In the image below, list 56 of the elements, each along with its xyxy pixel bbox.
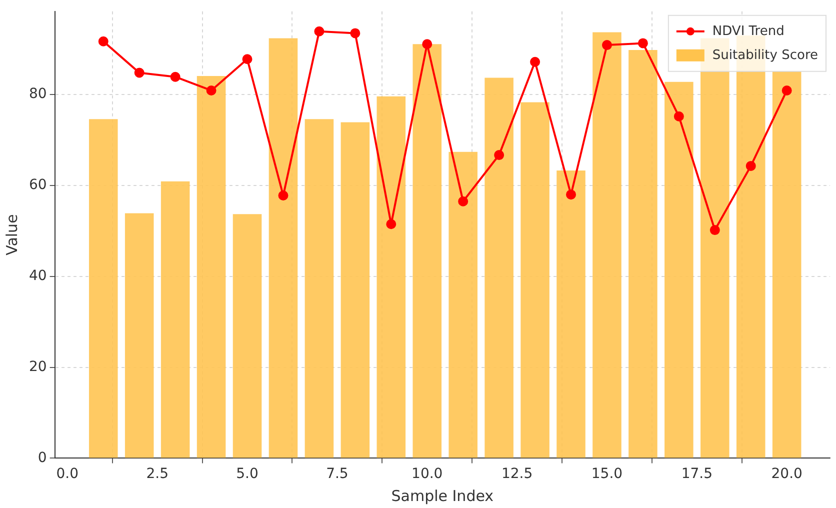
point (530, 56, 540, 67)
bar (592, 32, 622, 458)
bar (124, 213, 154, 458)
point (710, 225, 720, 236)
point (350, 28, 360, 38)
point (638, 38, 648, 48)
x-tick-label: 17.5 (681, 466, 712, 482)
bar (484, 78, 514, 458)
bar (304, 119, 334, 458)
x-tick-label: 10.0 (412, 466, 443, 482)
legend-label: NDVI Trend (712, 24, 784, 39)
y-tick-label: 60 (28, 177, 47, 194)
bar (628, 50, 658, 458)
point (98, 36, 108, 46)
bar (232, 214, 262, 458)
point (566, 190, 576, 200)
y-tick-label: 80 (28, 86, 47, 102)
bar (412, 44, 442, 458)
bar (340, 122, 370, 458)
bar (772, 70, 802, 458)
y-tick-label: 20 (28, 358, 47, 375)
x-tick-label: 12.5 (501, 466, 533, 482)
bar (268, 38, 298, 458)
y-tick-label: 0 (38, 450, 47, 466)
bar (376, 96, 406, 458)
legend-label: Suitability Score (712, 48, 818, 63)
point (170, 72, 180, 82)
point (134, 68, 144, 78)
point (386, 219, 396, 230)
point (674, 111, 684, 122)
point (494, 150, 504, 160)
point (422, 39, 432, 50)
bar (664, 82, 694, 458)
x-tick-label: 20.0 (771, 466, 802, 482)
bar (196, 76, 226, 458)
bar (88, 119, 118, 458)
point (458, 196, 468, 206)
point (602, 40, 612, 50)
point (206, 85, 216, 96)
x-tick-label: 15.0 (591, 466, 623, 482)
point (782, 85, 792, 96)
y-axis-title: Value (2, 214, 21, 256)
y-tick-label: 40 (28, 268, 47, 284)
point (746, 160, 756, 171)
x-tick-label: 0.0 (56, 466, 79, 482)
bar (160, 181, 190, 458)
point (314, 26, 324, 36)
point (278, 190, 288, 200)
bar (556, 170, 586, 458)
point (242, 54, 252, 64)
bar (520, 102, 550, 458)
bar (448, 152, 478, 458)
x-axis-title: Sample Index (391, 486, 494, 505)
x-tick-label: 5.0 (236, 466, 258, 482)
x-tick-label: 2.5 (146, 466, 168, 482)
x-tick-label: 7.5 (326, 466, 348, 482)
